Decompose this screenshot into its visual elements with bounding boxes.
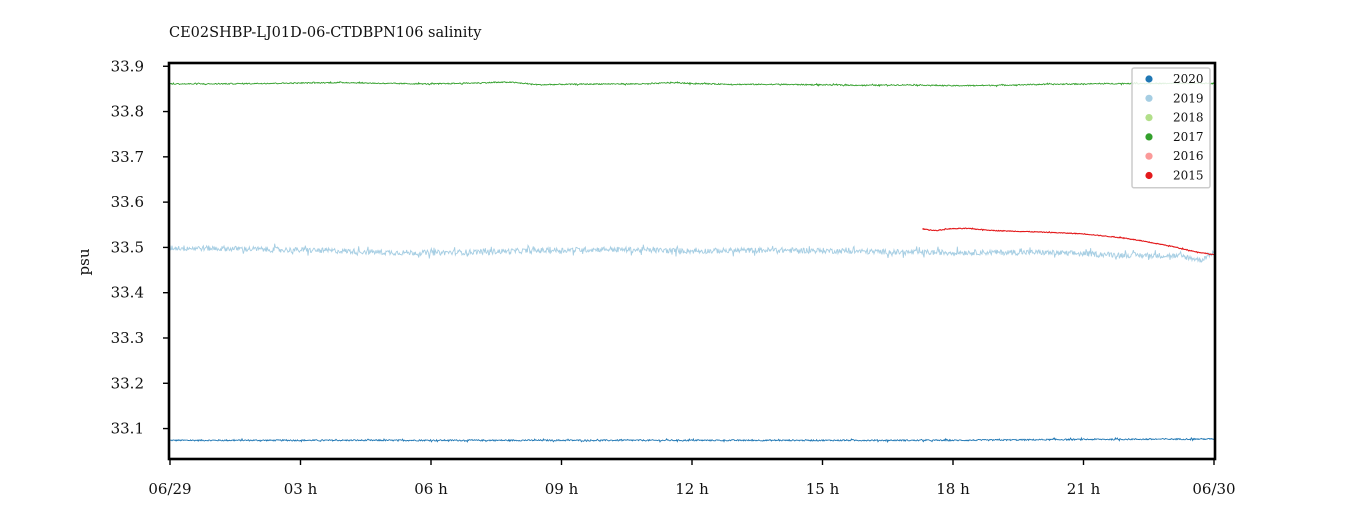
chart-title: CE02SHBP-LJ01D-06-CTDBPN106 salinity xyxy=(169,25,482,41)
legend-label-2019: 2019 xyxy=(1173,91,1204,105)
y-tick-label: 33.2 xyxy=(111,374,144,392)
y-axis-label: psu xyxy=(75,248,93,275)
plot-frame xyxy=(167,61,1217,461)
y-tick-label: 33.8 xyxy=(111,103,144,121)
x-tick-label: 15 h xyxy=(806,480,840,498)
x-tick-label: 03 h xyxy=(284,480,318,498)
legend-marker-2015 xyxy=(1145,171,1153,180)
series-line-2015 xyxy=(922,227,1215,256)
y-tick-label: 33.5 xyxy=(111,238,144,256)
legend-marker-2017 xyxy=(1145,133,1153,141)
y-tick-label: 33.3 xyxy=(111,329,144,347)
series-line-2020 xyxy=(169,436,1215,444)
x-tick-label: 06/30 xyxy=(1192,480,1235,498)
y-tick-label: 33.9 xyxy=(111,57,144,75)
y-axis: 33.1 33.2 33.3 33.4 33.5 33.6 33.7 33.8 33.9 xyxy=(111,57,169,438)
legend-marker-2020 xyxy=(1145,75,1153,83)
y-tick-label: 33.1 xyxy=(111,420,144,438)
y-tick-label: 33.7 xyxy=(111,148,144,166)
legend-label-2020: 2020 xyxy=(1173,72,1204,86)
series-line-2019 xyxy=(169,243,1215,263)
x-axis: 06/29 03 h 06 h 09 h 12 h 15 h 18 h 21 h 06/30 xyxy=(148,459,1236,498)
legend-label-2016: 2016 xyxy=(1173,149,1204,163)
x-tick-label: 21 h xyxy=(1067,480,1101,498)
legend-marker-2018 xyxy=(1145,114,1153,122)
x-tick-label: 18 h xyxy=(936,480,970,498)
legend-label-2015: 2015 xyxy=(1173,169,1204,183)
x-tick-label: 12 h xyxy=(675,480,709,498)
legend-marker-2016 xyxy=(1145,152,1153,160)
legend-label-2017: 2017 xyxy=(1173,130,1204,144)
x-tick-label: 06 h xyxy=(414,480,448,498)
x-tick-label: 06/29 xyxy=(148,480,191,498)
series-layer xyxy=(169,80,1215,444)
x-tick-label: 09 h xyxy=(545,480,579,498)
y-tick-label: 33.6 xyxy=(111,193,144,211)
legend-label-2018: 2018 xyxy=(1173,111,1204,125)
legend: 2020 2019 2018 2017 2016 2015 xyxy=(1131,67,1211,189)
y-tick-label: 33.4 xyxy=(111,284,144,302)
series-line-2017 xyxy=(169,80,1215,88)
legend-marker-2019 xyxy=(1145,94,1153,102)
